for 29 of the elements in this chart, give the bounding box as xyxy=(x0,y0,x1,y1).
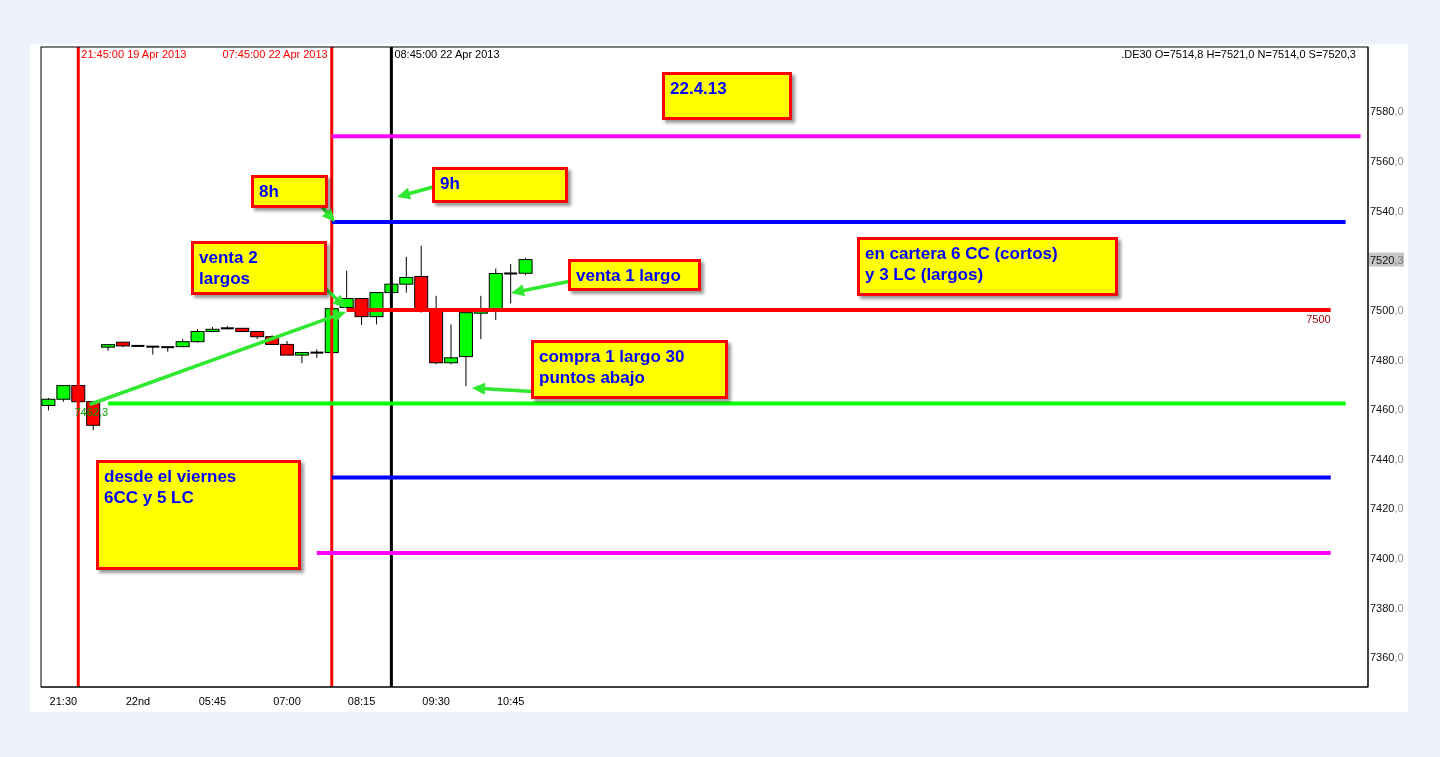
y-tick-label: 7540,0 xyxy=(1370,204,1404,217)
data-label: 7462,3 xyxy=(74,406,109,419)
y-tick-label: 7360,0 xyxy=(1370,651,1404,664)
annotation: 21:45:00 19 Apr 2013 xyxy=(81,48,187,60)
annotation: 22.4.13 xyxy=(669,78,728,100)
y-tick-label: 7440,0 xyxy=(1370,452,1404,465)
x-tick-label: 07:00 xyxy=(273,695,301,707)
y-tick-label: 7420,0 xyxy=(1370,502,1404,515)
y-tick-label: 7500,0 xyxy=(1370,303,1404,316)
x-tick-label: 09:30 xyxy=(422,695,450,707)
chart-title: .DE30 O=7514,8 H=7521,0 N=7514,0 S=7520,3 xyxy=(1121,48,1356,60)
x-tick-label: 10:45 xyxy=(496,695,525,707)
y-tick-label: 7400,0 xyxy=(1370,552,1404,565)
annotation: en cartera 6 CC (cortos) y 3 LC (largos) xyxy=(864,243,1059,286)
y-tick-label: 7480,0 xyxy=(1370,353,1404,366)
data-label: 7500 xyxy=(1306,312,1331,325)
x-tick-label: 08:15 xyxy=(347,695,376,707)
annotation: compra 1 largo 30 puntos abajo xyxy=(538,346,686,389)
y-tick-label: 7560,0 xyxy=(1370,155,1404,168)
x-tick-label: 21:30 xyxy=(49,695,78,707)
annotation: 7520,3 xyxy=(1370,253,1404,266)
annotation: desde el viernes 6CC y 5 LC xyxy=(103,466,238,509)
y-tick-label: 7580,0 xyxy=(1370,105,1404,118)
x-tick-label: 22nd xyxy=(125,695,151,707)
x-tick-label: 05:45 xyxy=(198,695,227,707)
annotation: 07:45:00 22 Apr 2013 xyxy=(222,48,328,60)
y-tick-label: 7380,0 xyxy=(1370,601,1404,614)
annotation: 08:45:00 22 Apr 2013 xyxy=(394,48,500,60)
y-tick-label: 7460,0 xyxy=(1370,403,1404,416)
